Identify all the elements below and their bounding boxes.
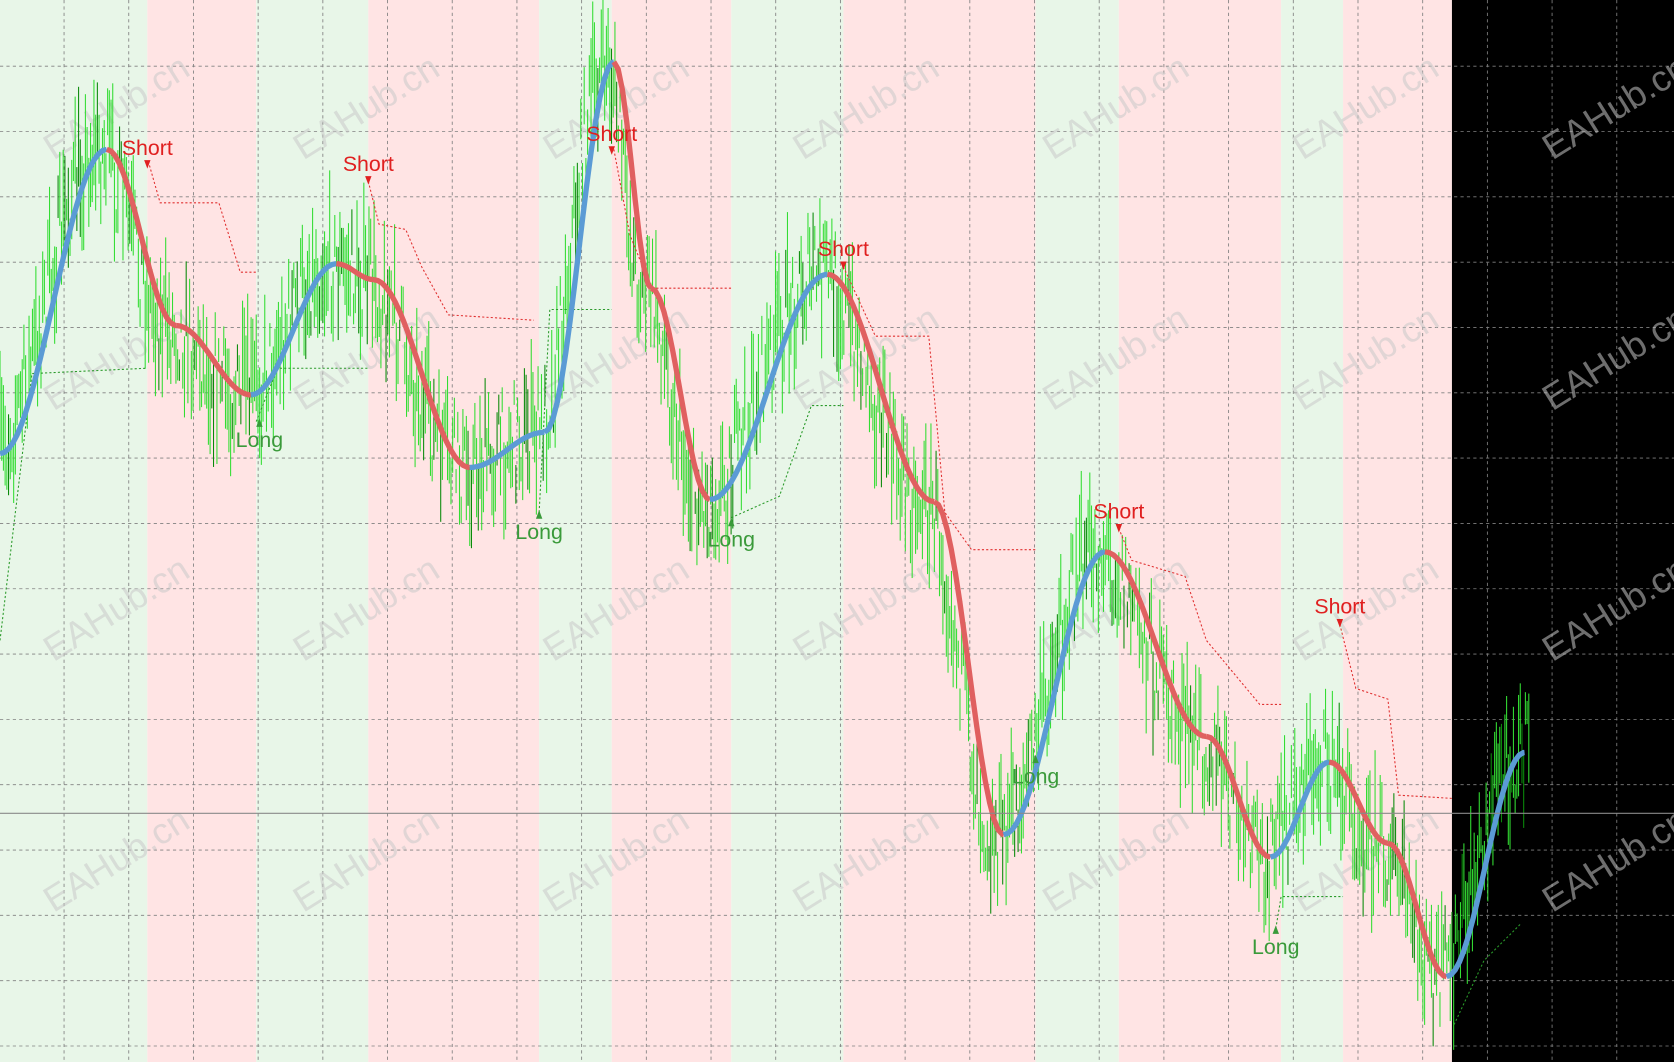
- signal-arrow: [144, 160, 151, 169]
- ma-segment: [1269, 759, 1330, 860]
- ma-segment: [1205, 733, 1272, 860]
- band: [256, 0, 369, 1062]
- signal-arrow: [840, 261, 847, 271]
- signal-label: Long: [708, 527, 755, 551]
- signal-label: Long: [236, 428, 283, 452]
- band: [1343, 0, 1452, 1062]
- signal-arrow: [608, 146, 615, 155]
- ma-segment: [542, 59, 616, 435]
- ma-segment: [0, 146, 108, 457]
- ma-segment: [1445, 749, 1527, 980]
- stop-line: [842, 266, 1036, 551]
- signal-arrow: [1032, 754, 1039, 764]
- signal-arrow: [1115, 524, 1123, 533]
- ma-segment: [1104, 549, 1207, 740]
- signal-arrow: [256, 418, 263, 427]
- signal-arrow: [1336, 619, 1344, 628]
- ma-segment: [826, 271, 935, 505]
- ma-segment: [250, 261, 337, 398]
- ma-segment: [373, 277, 471, 471]
- signal-arrow: [535, 510, 543, 519]
- ma-segment: [105, 146, 178, 329]
- stop-line: [1339, 624, 1452, 799]
- signal-label: Short: [1314, 595, 1365, 619]
- signal-label: Long: [515, 520, 562, 544]
- signal-labels: Short Short Short Short Short Short Long Long Lo…: [122, 122, 1366, 959]
- stop-line: [731, 405, 844, 519]
- signal-label: Short: [122, 136, 173, 160]
- band: [539, 0, 612, 1062]
- band: [368, 0, 540, 1062]
- ma-segment: [611, 60, 654, 290]
- band: [731, 0, 844, 1062]
- ma-segment: [469, 429, 546, 471]
- signal-label: Short: [343, 152, 394, 176]
- ma-segment: [1328, 759, 1389, 846]
- moving-average: [0, 59, 1527, 980]
- signal-label: Long: [1012, 764, 1059, 788]
- ma-segment: [335, 260, 374, 283]
- ma-segment: [1386, 840, 1448, 980]
- stop-line: [538, 308, 612, 513]
- signal-label: Short: [818, 237, 869, 261]
- ma-segment: [1002, 549, 1106, 838]
- band: [1451, 0, 1674, 1062]
- signal-label: Short: [1093, 500, 1144, 524]
- signal-arrow: [728, 517, 735, 527]
- stop-line: [1275, 896, 1344, 929]
- signal-label: Long: [1252, 935, 1299, 959]
- band: [1118, 0, 1282, 1062]
- stop-line: [148, 165, 257, 273]
- band: [147, 0, 257, 1062]
- signal-arrow: [1272, 925, 1279, 934]
- ma-segment: [932, 499, 1006, 838]
- signal-arrow: [365, 176, 372, 185]
- ma-segment: [709, 271, 828, 503]
- ma-segment: [649, 285, 712, 502]
- signal-label: Short: [586, 122, 637, 146]
- stop-line: [367, 181, 534, 321]
- band: [843, 0, 1036, 1062]
- ma-segment: [175, 322, 252, 398]
- band: [1281, 0, 1344, 1062]
- stop-line: [1118, 528, 1282, 705]
- band: [1035, 0, 1119, 1062]
